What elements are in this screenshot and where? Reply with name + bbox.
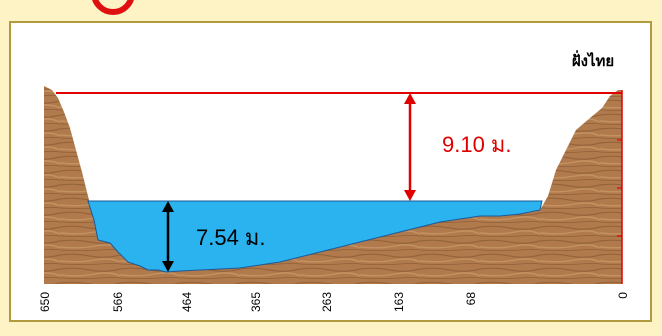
x-axis-ticks: 650 566 464 365 263 163 68 0 — [38, 292, 630, 312]
x-tick-label: 365 — [249, 292, 263, 312]
x-tick-label: 566 — [111, 292, 125, 312]
x-tick-label: 464 — [180, 292, 194, 312]
arrow-head-down-icon — [162, 261, 174, 272]
bank-label: ฝั่งไทย — [572, 50, 614, 70]
x-tick-label: 263 — [320, 292, 334, 312]
arrow-head-down-icon — [404, 190, 416, 201]
water-depth-label: 7.54 ม. — [196, 225, 266, 250]
arrow-head-up-icon — [404, 93, 416, 104]
x-tick-label: 0 — [616, 292, 630, 299]
water-body — [87, 200, 543, 273]
riverbed-soil — [44, 86, 622, 284]
x-tick-label: 68 — [464, 292, 478, 306]
accent-circle — [92, 0, 134, 15]
x-tick-label: 163 — [392, 292, 406, 312]
arrow-head-up-icon — [162, 201, 174, 212]
max-depth-label: 9.10 ม. — [442, 132, 512, 157]
x-tick-label: 650 — [38, 292, 52, 312]
